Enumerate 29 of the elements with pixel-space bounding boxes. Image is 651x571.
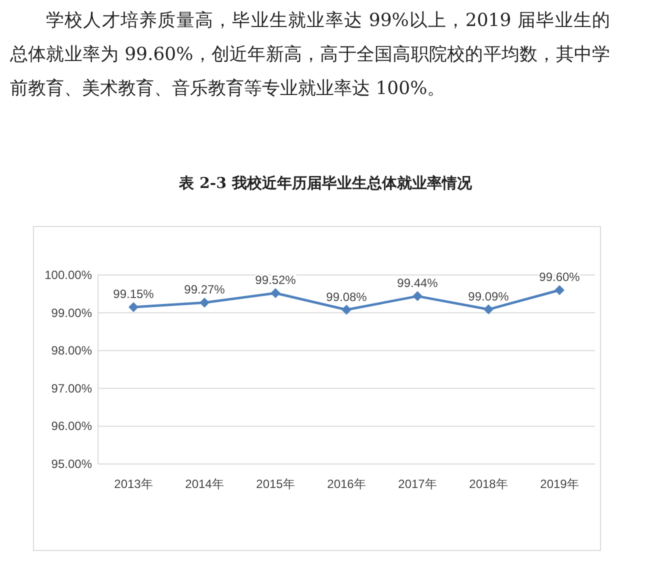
x-tick-label: 2016年 bbox=[327, 477, 366, 491]
y-tick-label: 95.00% bbox=[51, 457, 92, 471]
y-tick-label: 99.00% bbox=[51, 306, 92, 320]
chart-title: 表 2-3 我校近年历届毕业生总体就业率情况 bbox=[178, 174, 473, 193]
x-tick-label: 2015年 bbox=[256, 477, 295, 491]
data-label: 99.09% bbox=[468, 289, 510, 304]
x-tick-label: 2019年 bbox=[540, 477, 579, 491]
data-label: 99.27% bbox=[184, 282, 226, 297]
y-tick-label: 96.00% bbox=[51, 419, 92, 434]
y-tick-label: 97.00% bbox=[51, 381, 92, 396]
point bbox=[342, 304, 352, 315]
data-label: 99.52% bbox=[255, 273, 296, 288]
x-tick-label: 2018年 bbox=[469, 477, 508, 491]
x-tick-label: 2013年 bbox=[114, 477, 153, 491]
data-label: 99.60% bbox=[539, 270, 580, 284]
text: 学校人才培养质量高，毕业生就业率达 99%以上，2019 届毕业生的总体就业率为 99.60%，创近年新高，高于全国高职院校的平均数，其中学前教育、美术教育、音乐教育等专业就业率达 100%。 bbox=[10, 9, 610, 101]
x-tick-label: 2014年 bbox=[185, 477, 224, 491]
point bbox=[554, 285, 564, 296]
data-label: 99.08% bbox=[326, 290, 368, 304]
point bbox=[484, 304, 494, 314]
y-tick-label: 100.00% bbox=[44, 268, 92, 282]
point bbox=[270, 288, 280, 298]
y-tick-label: 98.00% bbox=[51, 344, 92, 358]
x-tick-label: 2017年 bbox=[398, 477, 437, 491]
point bbox=[128, 302, 138, 312]
point bbox=[200, 298, 210, 308]
point bbox=[412, 291, 422, 302]
data-label: 99.15% bbox=[113, 287, 154, 302]
data-label: 99.44% bbox=[397, 276, 438, 290]
